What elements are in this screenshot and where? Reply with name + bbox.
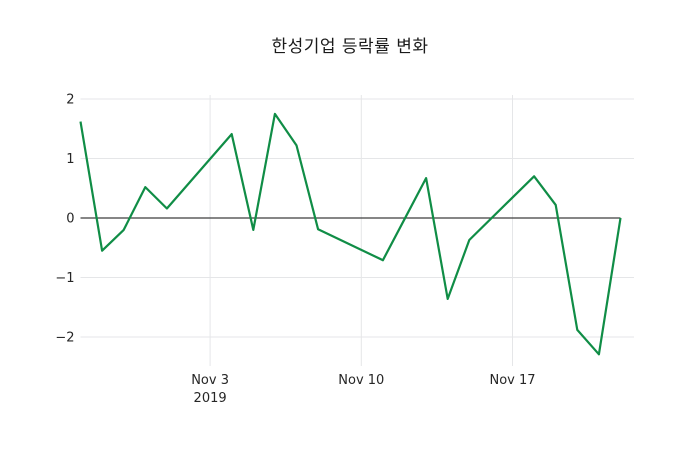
series-line xyxy=(79,112,622,356)
x-tick-label: Nov 17 xyxy=(489,373,535,388)
y-tick-label: −2 xyxy=(55,331,74,346)
x-tick-year-label: 2019 xyxy=(194,391,227,406)
chart-title: 한성기업 등락률 변화 xyxy=(271,37,429,57)
y-tick-label: 0 xyxy=(66,212,74,227)
x-tick-label: Nov 3 xyxy=(191,373,229,388)
y-tick-label: −1 xyxy=(55,271,74,286)
y-tick-label: 1 xyxy=(66,152,74,167)
y-tick-label: 2 xyxy=(66,93,74,108)
x-tick-label: Nov 10 xyxy=(338,373,384,388)
